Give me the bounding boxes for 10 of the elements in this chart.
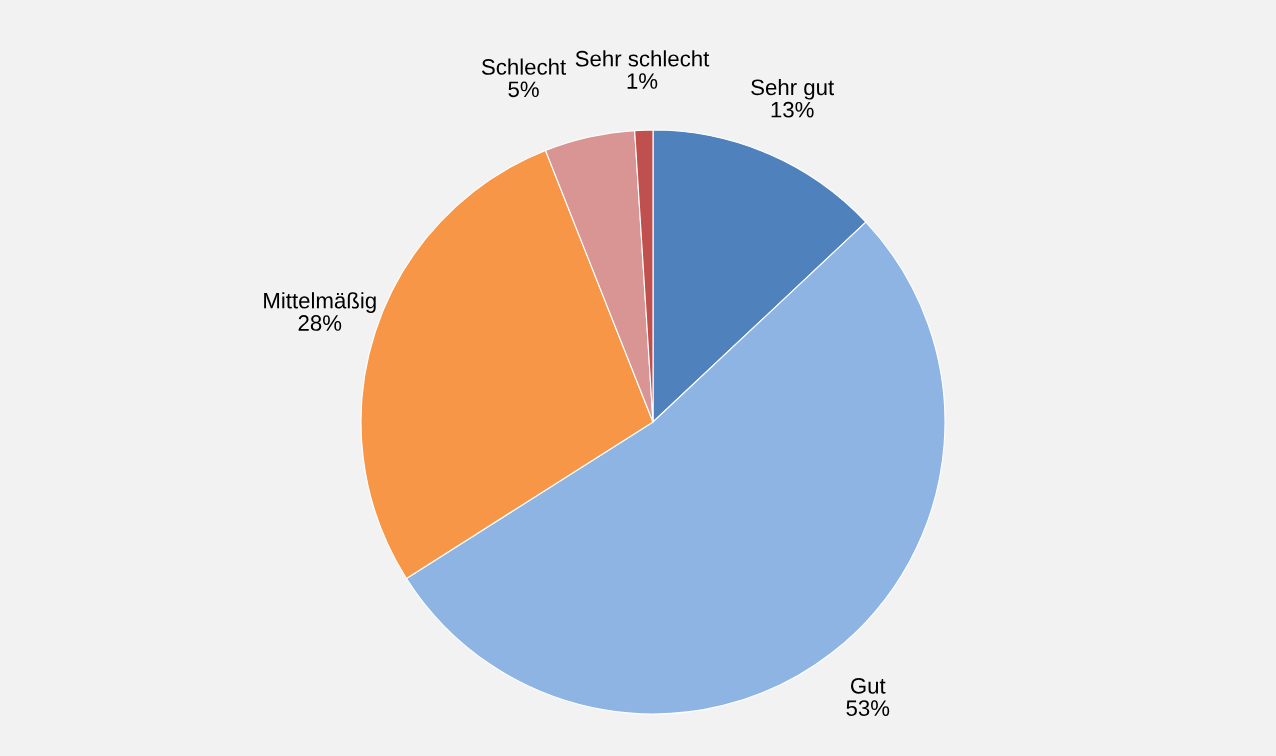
slice-label: Mittelmäßig xyxy=(264,292,376,313)
data-label: 53% xyxy=(846,700,890,716)
data-label: 5% xyxy=(508,81,539,98)
slice-label: Sehr gut xyxy=(751,78,834,100)
slice-label: Schlecht xyxy=(481,58,567,75)
slice-label: Sehr schlecht xyxy=(575,50,710,67)
data-label: 1% xyxy=(627,73,658,89)
data-label: 28% xyxy=(298,315,342,331)
data-label: 13% xyxy=(771,101,814,118)
slice-label: Gut xyxy=(850,677,886,694)
